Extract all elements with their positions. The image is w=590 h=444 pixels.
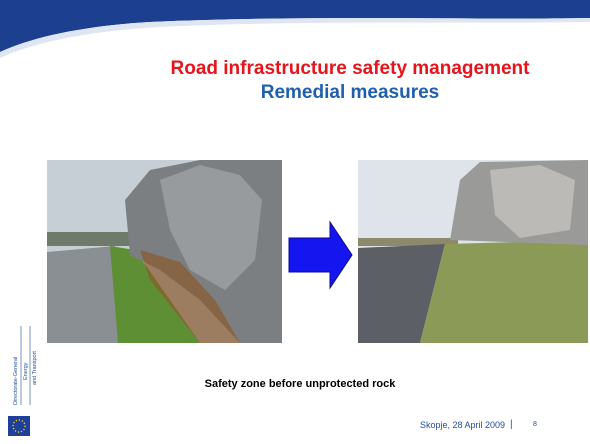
photo-before: [47, 160, 282, 343]
caption: Safety zone before unprotected rock: [100, 378, 500, 390]
slide: Road infrastructure safety management Re…: [0, 0, 590, 444]
page-number: 8: [533, 421, 537, 428]
subtitle: Remedial measures: [110, 82, 590, 104]
logo-text: and Transport: [32, 351, 38, 385]
logo-text: Directorate-General: [13, 357, 19, 405]
footer-separator: |: [510, 419, 513, 430]
logo-text: Energy: [23, 363, 29, 380]
photo-after: [358, 160, 588, 343]
header-band: [0, 0, 590, 52]
eu-flag: [8, 416, 30, 436]
arrow: [289, 222, 352, 288]
title: Road infrastructure safety management: [110, 58, 590, 80]
footer-place-date: Skopje, 28 April 2009: [400, 420, 505, 430]
